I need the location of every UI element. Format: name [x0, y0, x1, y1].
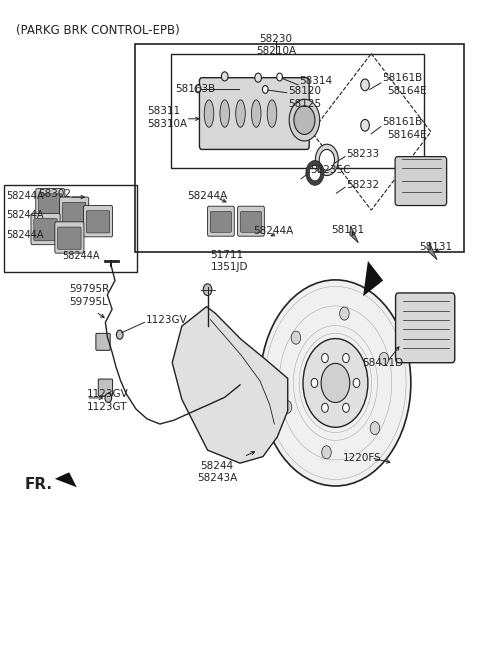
- Text: 58244A: 58244A: [253, 226, 294, 236]
- Text: 1123GV
1123GT: 1123GV 1123GT: [86, 389, 128, 412]
- Text: 51711
1351JD: 51711 1351JD: [210, 250, 248, 272]
- FancyBboxPatch shape: [238, 206, 264, 236]
- Circle shape: [343, 354, 349, 363]
- FancyBboxPatch shape: [199, 78, 309, 149]
- Circle shape: [322, 403, 328, 413]
- Circle shape: [361, 119, 369, 131]
- Text: 58120: 58120: [288, 86, 321, 96]
- Circle shape: [319, 149, 335, 170]
- Ellipse shape: [204, 100, 214, 127]
- Text: 58164E: 58164E: [387, 130, 427, 140]
- Text: 58244A: 58244A: [188, 191, 228, 200]
- Text: 59795R
59795L: 59795R 59795L: [69, 284, 109, 307]
- Ellipse shape: [236, 100, 245, 127]
- FancyBboxPatch shape: [31, 214, 60, 245]
- Text: 58131: 58131: [332, 225, 365, 234]
- Text: FR.: FR.: [24, 477, 52, 491]
- Text: 58314: 58314: [300, 76, 333, 86]
- Circle shape: [260, 280, 411, 486]
- Text: 1123GV: 1123GV: [145, 314, 187, 325]
- Text: 58244A: 58244A: [6, 230, 44, 240]
- Text: 58244
58243A: 58244 58243A: [197, 460, 237, 483]
- FancyBboxPatch shape: [36, 189, 65, 220]
- Circle shape: [321, 364, 350, 403]
- FancyBboxPatch shape: [34, 219, 57, 241]
- FancyBboxPatch shape: [207, 206, 234, 236]
- Circle shape: [294, 105, 315, 134]
- Ellipse shape: [220, 100, 229, 127]
- Circle shape: [361, 79, 369, 91]
- FancyBboxPatch shape: [62, 202, 86, 225]
- FancyBboxPatch shape: [38, 194, 62, 216]
- Text: 58163B: 58163B: [176, 84, 216, 94]
- Text: 58161B: 58161B: [382, 73, 422, 83]
- FancyBboxPatch shape: [84, 206, 113, 237]
- Circle shape: [370, 422, 380, 435]
- Ellipse shape: [252, 100, 261, 127]
- Text: (PARKG BRK CONTROL-EPB): (PARKG BRK CONTROL-EPB): [16, 24, 180, 37]
- Circle shape: [322, 446, 331, 459]
- Circle shape: [379, 352, 389, 365]
- Circle shape: [291, 331, 301, 344]
- Circle shape: [255, 73, 262, 83]
- Text: 58125: 58125: [288, 100, 321, 109]
- Text: 58131: 58131: [420, 242, 453, 252]
- FancyBboxPatch shape: [240, 212, 262, 233]
- Ellipse shape: [267, 100, 277, 127]
- Text: 58164E: 58164E: [387, 86, 427, 96]
- Polygon shape: [363, 261, 383, 296]
- Circle shape: [277, 73, 282, 81]
- Circle shape: [315, 144, 338, 176]
- Circle shape: [203, 321, 212, 334]
- FancyBboxPatch shape: [60, 197, 89, 229]
- Circle shape: [203, 284, 212, 295]
- Text: 58235C: 58235C: [311, 164, 351, 175]
- FancyBboxPatch shape: [210, 212, 231, 233]
- Circle shape: [353, 379, 360, 388]
- Polygon shape: [350, 226, 359, 243]
- Text: 58230
58210A: 58230 58210A: [256, 34, 296, 56]
- Circle shape: [343, 403, 349, 413]
- Polygon shape: [172, 307, 288, 463]
- Text: 58311
58310A: 58311 58310A: [147, 106, 187, 128]
- Circle shape: [340, 307, 349, 320]
- Circle shape: [195, 85, 201, 93]
- Text: 58244A: 58244A: [6, 210, 44, 220]
- Text: 58411D: 58411D: [362, 358, 403, 368]
- Circle shape: [105, 394, 112, 403]
- Circle shape: [303, 339, 368, 427]
- FancyBboxPatch shape: [98, 379, 113, 396]
- Text: 58302: 58302: [38, 189, 72, 199]
- Text: 58161B: 58161B: [382, 117, 422, 127]
- Circle shape: [116, 330, 123, 339]
- Circle shape: [282, 400, 292, 413]
- Circle shape: [289, 99, 320, 141]
- Text: 58244A: 58244A: [62, 251, 100, 261]
- FancyBboxPatch shape: [86, 211, 110, 233]
- Polygon shape: [429, 243, 437, 259]
- FancyBboxPatch shape: [395, 157, 446, 206]
- FancyBboxPatch shape: [396, 293, 455, 363]
- Text: 1220FS: 1220FS: [343, 453, 381, 463]
- Polygon shape: [55, 472, 77, 487]
- Text: 58233: 58233: [346, 149, 379, 159]
- FancyBboxPatch shape: [58, 227, 81, 250]
- Circle shape: [311, 379, 318, 388]
- Text: 58232: 58232: [346, 180, 379, 191]
- FancyBboxPatch shape: [55, 222, 84, 253]
- Circle shape: [322, 354, 328, 363]
- Text: 58244A: 58244A: [6, 191, 44, 200]
- Circle shape: [221, 72, 228, 81]
- FancyBboxPatch shape: [96, 333, 110, 350]
- Circle shape: [263, 86, 268, 94]
